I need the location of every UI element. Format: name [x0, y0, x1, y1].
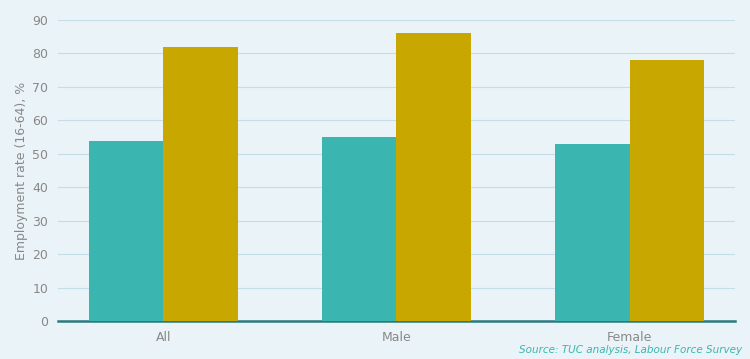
Bar: [629, 60, 704, 321]
Y-axis label: Employment rate (16-64), %: Employment rate (16-64), %: [15, 81, 28, 260]
Bar: [88, 140, 164, 321]
Text: Source: TUC analysis, Labour Force Survey: Source: TUC analysis, Labour Force Surve…: [519, 345, 742, 355]
Bar: [322, 137, 397, 321]
Bar: [555, 144, 629, 321]
Bar: [164, 47, 238, 321]
Bar: [397, 33, 471, 321]
